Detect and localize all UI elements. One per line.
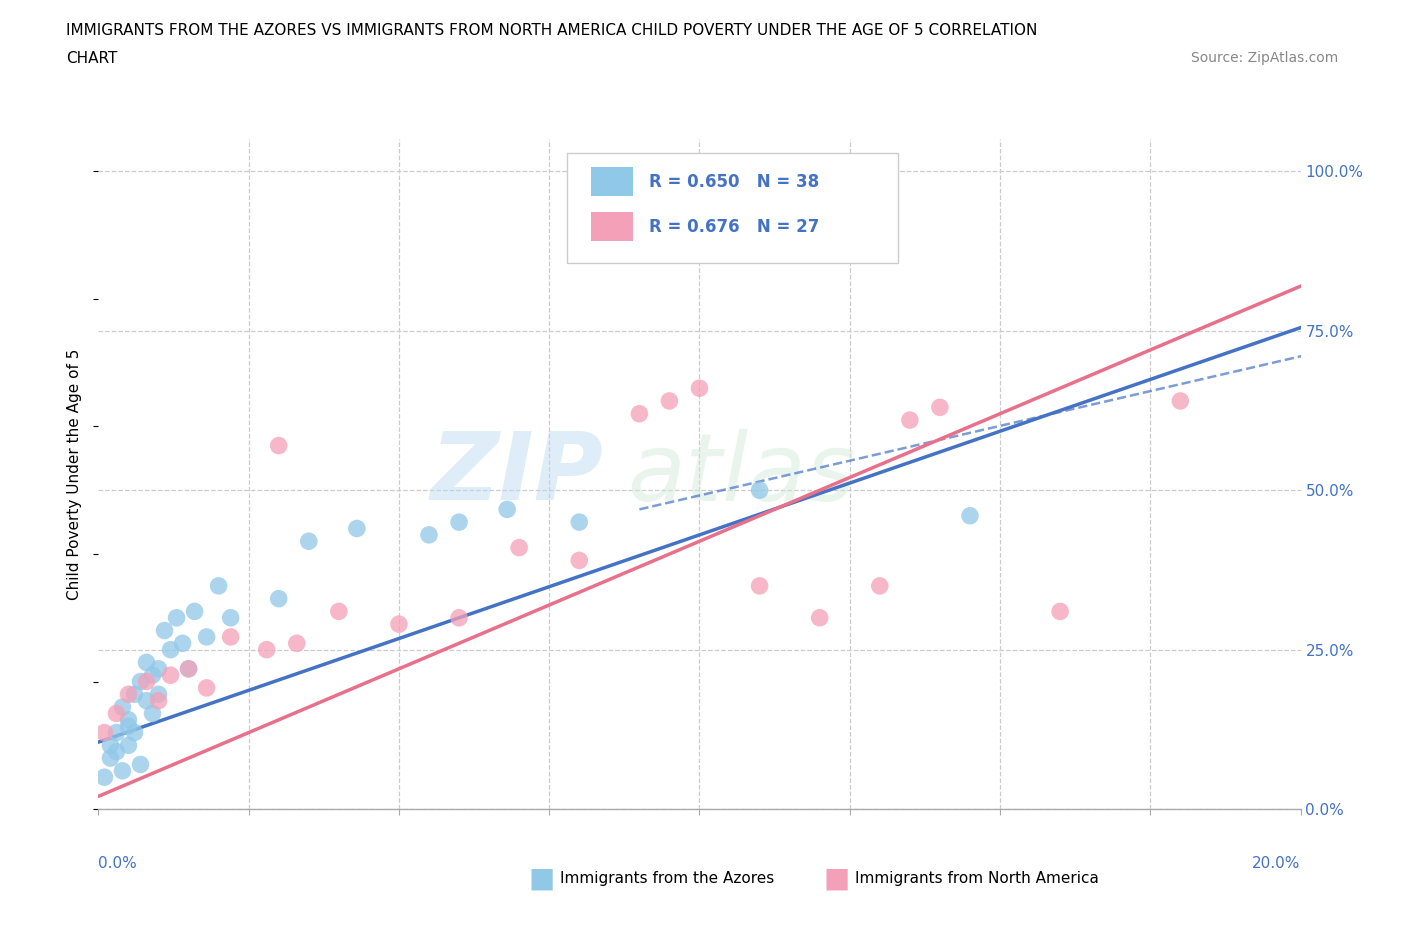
Point — [628, 406, 651, 421]
Point — [105, 744, 128, 759]
Point — [129, 674, 152, 689]
Text: atlas: atlas — [627, 429, 856, 520]
Point — [93, 770, 115, 785]
Point — [1049, 604, 1071, 618]
Point — [141, 706, 163, 721]
Point — [568, 553, 591, 568]
Text: Immigrants from North America: Immigrants from North America — [855, 871, 1098, 886]
Point — [177, 661, 200, 676]
Point — [929, 400, 952, 415]
Point — [447, 610, 470, 625]
Point — [298, 534, 321, 549]
Point — [689, 380, 711, 395]
Point — [447, 514, 470, 529]
Point — [111, 764, 134, 778]
Text: Immigrants from the Azores: Immigrants from the Azores — [560, 871, 773, 886]
Point — [219, 630, 242, 644]
FancyBboxPatch shape — [592, 212, 633, 241]
Point — [111, 699, 134, 714]
Text: 20.0%: 20.0% — [1253, 856, 1301, 871]
Point — [153, 623, 176, 638]
Point — [100, 737, 122, 752]
Point — [159, 643, 181, 658]
Point — [898, 413, 921, 428]
Point — [117, 737, 139, 752]
Text: ■: ■ — [824, 865, 849, 893]
Text: CHART: CHART — [66, 51, 118, 66]
Point — [141, 668, 163, 683]
Point — [148, 693, 170, 708]
Point — [135, 655, 157, 670]
Point — [388, 617, 411, 631]
Point — [568, 514, 591, 529]
Point — [267, 438, 290, 453]
Point — [105, 706, 128, 721]
Text: 0.0%: 0.0% — [98, 856, 138, 871]
FancyBboxPatch shape — [592, 167, 633, 196]
Text: IMMIGRANTS FROM THE AZORES VS IMMIGRANTS FROM NORTH AMERICA CHILD POVERTY UNDER : IMMIGRANTS FROM THE AZORES VS IMMIGRANTS… — [66, 23, 1038, 38]
Point — [124, 725, 146, 740]
Point — [100, 751, 122, 765]
Point — [328, 604, 350, 618]
Point — [135, 674, 157, 689]
Point — [267, 591, 290, 606]
Point — [183, 604, 205, 618]
Point — [124, 687, 146, 702]
Text: R = 0.650   N = 38: R = 0.650 N = 38 — [650, 173, 820, 191]
Point — [135, 693, 157, 708]
Point — [285, 636, 308, 651]
Point — [346, 521, 368, 536]
Point — [117, 712, 139, 727]
Point — [219, 610, 242, 625]
Point — [159, 668, 181, 683]
Point — [177, 661, 200, 676]
Point — [658, 393, 681, 408]
Text: Source: ZipAtlas.com: Source: ZipAtlas.com — [1191, 51, 1339, 65]
Point — [808, 610, 831, 625]
Point — [418, 527, 440, 542]
FancyBboxPatch shape — [567, 153, 898, 263]
Point — [208, 578, 231, 593]
Point — [959, 509, 981, 524]
Text: ■: ■ — [529, 865, 554, 893]
Y-axis label: Child Poverty Under the Age of 5: Child Poverty Under the Age of 5 — [67, 349, 83, 600]
Point — [508, 540, 530, 555]
Point — [117, 687, 139, 702]
Point — [1170, 393, 1192, 408]
Point — [148, 661, 170, 676]
Point — [496, 502, 519, 517]
Point — [105, 725, 128, 740]
Point — [195, 681, 218, 696]
Text: R = 0.676   N = 27: R = 0.676 N = 27 — [650, 218, 820, 235]
Point — [117, 719, 139, 734]
Point — [93, 725, 115, 740]
Text: ZIP: ZIP — [430, 429, 603, 520]
Point — [172, 636, 194, 651]
Point — [869, 578, 891, 593]
Point — [148, 687, 170, 702]
Point — [195, 630, 218, 644]
Point — [748, 483, 770, 498]
Point — [748, 578, 770, 593]
Point — [256, 643, 278, 658]
Point — [129, 757, 152, 772]
Point — [166, 610, 188, 625]
